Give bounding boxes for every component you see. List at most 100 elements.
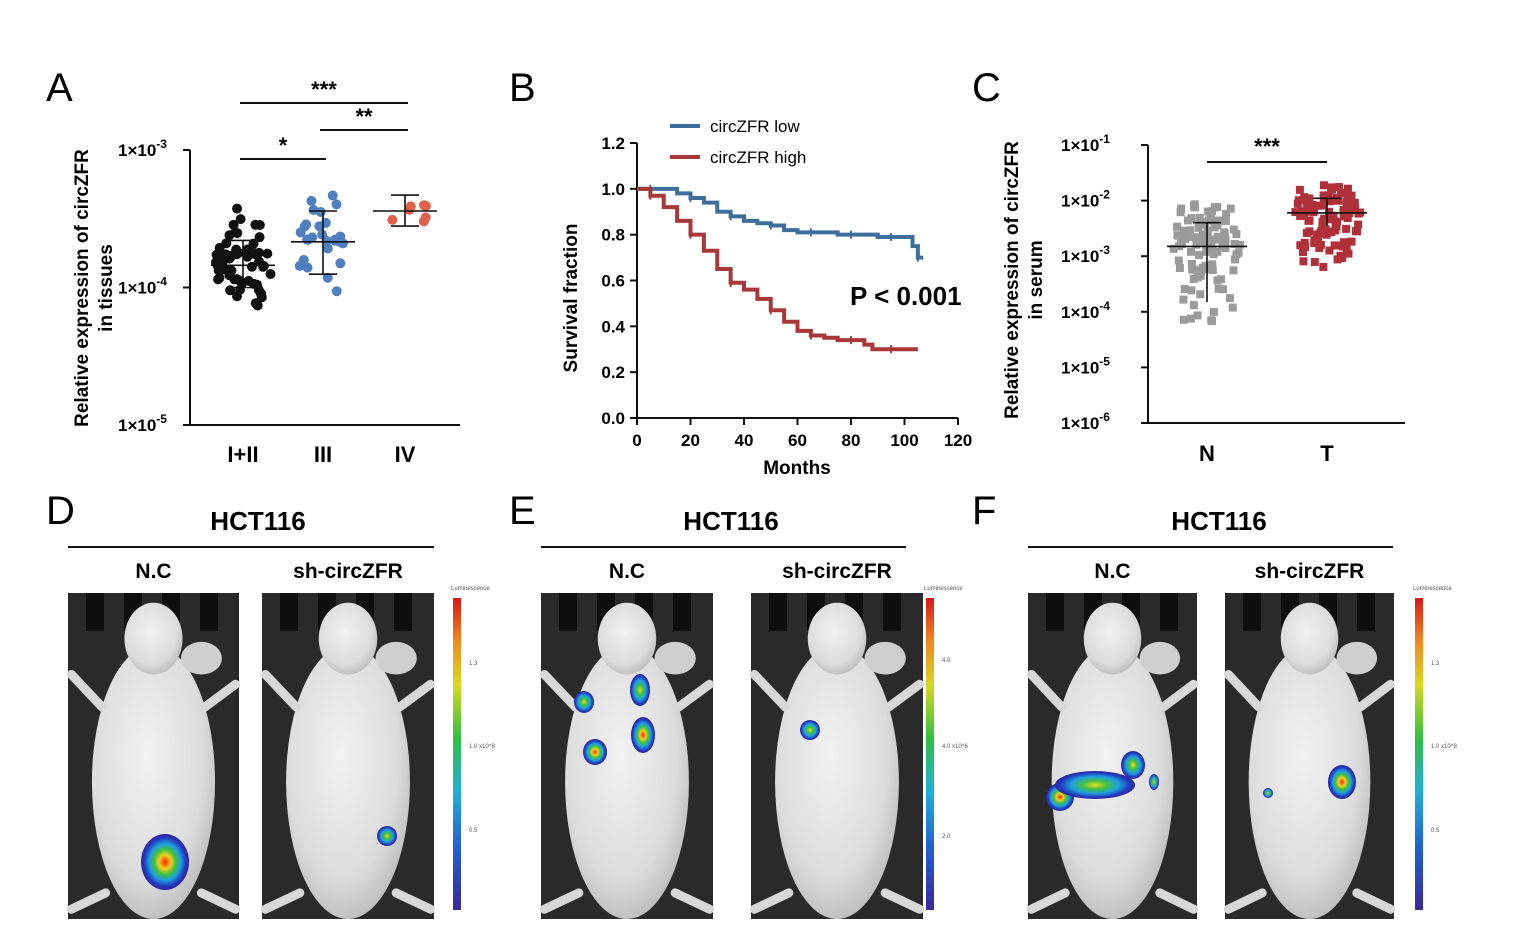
a-category-label: I+II xyxy=(227,442,258,467)
mouse-image xyxy=(539,593,715,919)
a-data-point xyxy=(254,256,265,267)
c-data-point xyxy=(1187,259,1196,268)
colorbar xyxy=(453,598,461,910)
c-data-point xyxy=(1221,235,1230,244)
c-data-point xyxy=(1180,226,1189,235)
mouse-hindlimb xyxy=(880,888,925,914)
nose-cone xyxy=(200,593,218,631)
b-series-line xyxy=(637,186,918,352)
b-legend-high: circZFR high xyxy=(710,148,806,167)
c-data-point xyxy=(1293,199,1302,208)
a-ytick-exp: -5 xyxy=(156,412,167,426)
c-data-point xyxy=(1228,303,1237,312)
c-data-point xyxy=(1231,255,1240,264)
panel-label-e: E xyxy=(509,489,536,533)
luminescence-signal xyxy=(141,834,189,890)
a-data-point xyxy=(265,269,276,280)
b-pvalue: P < 0.001 xyxy=(850,281,962,311)
a-points xyxy=(210,190,437,311)
luminescence-signal xyxy=(1149,774,1159,790)
a-data-point xyxy=(232,203,243,214)
c-data-point xyxy=(1304,207,1313,216)
c-ytick-exp: -3 xyxy=(1099,243,1110,257)
c-data-point xyxy=(1320,214,1329,223)
c-data-point xyxy=(1225,294,1234,303)
c-data-point xyxy=(1327,228,1336,237)
c-data-point xyxy=(1334,196,1343,205)
panel-a: A 1×10-31×10-41×10-5 I+II III IV ****** Re… xyxy=(46,66,460,467)
b-xtick-label: 60 xyxy=(788,431,807,450)
colorbar-tick: 4.0 xyxy=(942,658,951,664)
c-data-point xyxy=(1229,225,1238,234)
c-points xyxy=(1167,181,1367,326)
b-xtick-label: 0 xyxy=(632,431,641,450)
c-data-point xyxy=(1325,197,1334,206)
mouse-hindlimb xyxy=(539,888,584,914)
mouse-forelimb xyxy=(674,679,715,712)
a-data-point xyxy=(254,232,265,243)
a-category-label: IV xyxy=(395,442,416,467)
a-ylabel-line1: Relative expression of circZFR xyxy=(72,149,93,427)
c-data-point xyxy=(1313,237,1322,246)
c-data-point xyxy=(1334,183,1343,192)
nose-cone xyxy=(86,593,104,631)
c-data-point xyxy=(1201,232,1210,241)
mouse-head xyxy=(1280,602,1339,675)
luminescence-signal xyxy=(583,739,607,765)
c-data-point xyxy=(1305,194,1314,203)
a-data-point xyxy=(221,238,232,249)
c-data-point xyxy=(1332,241,1341,250)
c-data-point xyxy=(1347,191,1356,200)
mouse-forelimb xyxy=(1026,670,1067,712)
group-label: sh-circZFR xyxy=(782,560,892,583)
c-data-point xyxy=(1338,242,1347,251)
a-data-point xyxy=(405,201,416,212)
colorbar-tick: 4.0 xyxy=(942,744,951,750)
c-data-point xyxy=(1342,224,1351,233)
luminescence-signal xyxy=(1263,788,1273,798)
a-ytick-label: 1×10-3 xyxy=(118,137,167,160)
a-ytick-exp: -3 xyxy=(156,137,167,151)
c-data-point xyxy=(1196,290,1205,299)
c-data-point xyxy=(1187,286,1196,295)
a-data-point xyxy=(232,291,243,302)
a-ytick-exp: -4 xyxy=(156,275,167,289)
nose-cone xyxy=(769,593,787,631)
mouse-image xyxy=(1223,593,1396,919)
a-significance: ****** xyxy=(240,77,408,160)
a-data-point xyxy=(262,248,273,259)
mouse-body xyxy=(286,645,410,919)
c-data-point xyxy=(1207,317,1216,326)
b-xtick-label: 80 xyxy=(842,431,861,450)
panel-e: E HCT116 N.C sh-circZFR Luminescence 4.0 4.0 2.… xyxy=(509,489,968,919)
c-data-point xyxy=(1181,234,1190,243)
b-ytick-label: 0.6 xyxy=(601,272,625,291)
c-data-point xyxy=(1194,251,1203,260)
c-significance-label: *** xyxy=(1254,134,1280,159)
c-data-point xyxy=(1197,238,1206,247)
c-data-point xyxy=(1310,204,1319,213)
c-data-point xyxy=(1343,184,1352,193)
panel-label-a: A xyxy=(46,66,73,110)
c-data-point xyxy=(1195,267,1204,276)
c-data-point xyxy=(1187,214,1196,223)
b-xtick-label: 120 xyxy=(944,431,972,450)
mouse-head xyxy=(318,602,378,675)
a-data-point xyxy=(242,251,253,262)
c-data-point xyxy=(1201,261,1210,270)
c-data-point xyxy=(1175,263,1184,272)
mouse-hindlimb xyxy=(749,888,794,914)
c-data-point xyxy=(1299,195,1308,204)
mouse-head xyxy=(124,602,183,675)
c-data-point xyxy=(1216,275,1225,284)
c-data-point xyxy=(1299,257,1308,266)
a-data-point xyxy=(387,214,398,225)
c-data-point xyxy=(1325,246,1334,255)
c-data-point xyxy=(1344,249,1353,258)
nose-cone xyxy=(394,593,412,631)
mouse-forelimb xyxy=(260,670,301,712)
panel-label-c: C xyxy=(972,66,1001,110)
a-ytick-label: 1×10-4 xyxy=(118,275,167,298)
c-data-point xyxy=(1235,240,1244,249)
b-xtick-label: 20 xyxy=(681,431,700,450)
